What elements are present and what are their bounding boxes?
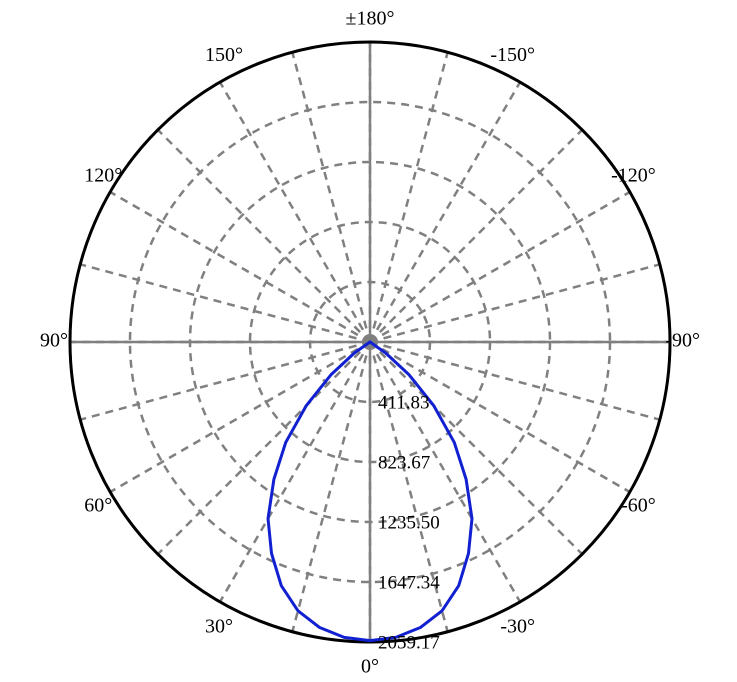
angle-label: 30° xyxy=(205,615,233,637)
grid-spoke xyxy=(292,52,370,342)
radial-label: 1235.50 xyxy=(378,512,440,533)
grid-spoke xyxy=(370,82,520,342)
grid-spoke xyxy=(220,342,370,602)
angle-label: 90° xyxy=(40,330,68,352)
grid-spoke xyxy=(158,342,370,554)
grid-spoke xyxy=(370,130,582,342)
grid-spoke xyxy=(80,264,370,342)
angle-label: -120° xyxy=(611,165,656,187)
grid-spoke xyxy=(292,342,370,632)
grid-spoke xyxy=(370,52,448,342)
angle-label: -30° xyxy=(500,615,535,637)
polar-chart: 411.83 823.67 1235.50 1647.34 2059.17 ±180° 15… xyxy=(0,0,737,682)
radial-label: 823.67 xyxy=(378,452,430,473)
grid-spoke xyxy=(370,264,660,342)
radial-label: 2059.17 xyxy=(378,632,440,653)
grid-spoke xyxy=(158,130,370,342)
angle-label: 0° xyxy=(361,656,379,678)
grid-spoke xyxy=(370,192,630,342)
grid-spoke xyxy=(110,342,370,492)
angle-label: 60° xyxy=(84,495,112,517)
grid-spoke xyxy=(110,192,370,342)
angle-label: -150° xyxy=(490,44,535,66)
radial-labels: 411.83 823.67 1235.50 1647.34 2059.17 xyxy=(378,392,440,653)
angle-label: -90° xyxy=(665,330,700,352)
angle-label: 150° xyxy=(205,44,243,66)
grid-spoke xyxy=(220,82,370,342)
angle-label: ±180° xyxy=(346,8,395,30)
radial-label: 1647.34 xyxy=(378,572,440,593)
angle-label: 120° xyxy=(84,165,122,187)
angle-label: -60° xyxy=(621,495,656,517)
radial-label: 411.83 xyxy=(378,392,430,413)
